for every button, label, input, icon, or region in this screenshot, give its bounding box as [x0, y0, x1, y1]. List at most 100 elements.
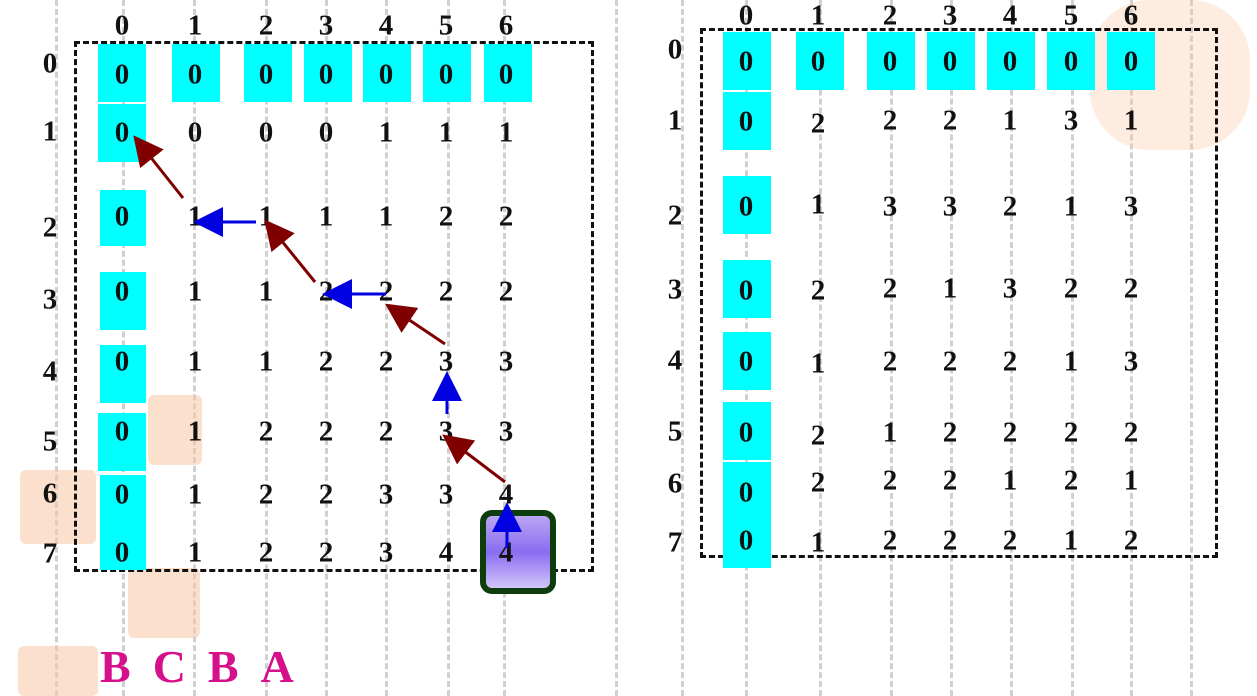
diagonal-arrow: [133, 135, 185, 199]
table-cell: 1: [498, 116, 514, 149]
table-cell: 2: [378, 275, 394, 308]
boundary-cell: [867, 32, 915, 90]
table-cell: 1: [258, 275, 274, 308]
table-cell: 2: [942, 345, 958, 378]
row-header: 7: [42, 537, 58, 570]
table-cell: 0: [882, 45, 898, 78]
table-cell: 0: [1123, 45, 1139, 78]
table-cell: 1: [1063, 524, 1079, 557]
result-letter: C: [152, 641, 186, 692]
column-header: 6: [498, 9, 514, 42]
boundary-cell: [244, 44, 292, 102]
table-cell: 0: [810, 45, 826, 78]
table-cell: 2: [1002, 345, 1018, 378]
row-header: 7: [667, 526, 683, 559]
table-cell: 0: [114, 478, 130, 511]
guide-line: [325, 0, 328, 696]
table-cell: 3: [498, 415, 514, 448]
table-cell: 2: [258, 536, 274, 569]
boundary-cell: [927, 32, 975, 90]
table-cell: 2: [810, 419, 826, 452]
column-header: 5: [438, 9, 454, 42]
table-cell: 2: [1002, 416, 1018, 449]
row-header: 4: [667, 344, 683, 377]
column-header: 1: [810, 0, 826, 32]
diagonal-arrow: [264, 219, 317, 283]
table-cell: 0: [738, 476, 754, 509]
seal-stamp: [128, 568, 200, 638]
table-cell: 3: [1002, 272, 1018, 305]
guide-line: [1130, 0, 1133, 696]
result-letter: B: [207, 641, 239, 692]
guide-line: [819, 0, 822, 696]
table-cell: 2: [318, 345, 334, 378]
table-cell: 2: [810, 274, 826, 307]
table-cell: 3: [1123, 190, 1139, 223]
table-cell: 1: [438, 116, 454, 149]
guide-line: [615, 0, 618, 696]
table-cell: 0: [738, 416, 754, 449]
row-header: 5: [667, 415, 683, 448]
table-cell: 3: [438, 478, 454, 511]
boundary-cell: [987, 32, 1035, 90]
table-cell: 0: [114, 275, 130, 308]
boundary-cell: [172, 44, 220, 102]
row-header: 4: [42, 355, 58, 388]
table-cell: 0: [318, 116, 334, 149]
boundary-cell: [484, 44, 532, 102]
table-cell: 3: [1123, 345, 1139, 378]
right-table-frame: [700, 28, 1218, 558]
seal-stamp: [20, 470, 96, 544]
table-cell: 1: [1002, 464, 1018, 497]
seal-stamp: [148, 395, 202, 465]
guide-line: [55, 0, 58, 696]
table-cell: 2: [942, 524, 958, 557]
table-cell: 2: [1002, 524, 1018, 557]
guide-line: [385, 0, 388, 696]
table-cell: 3: [882, 190, 898, 223]
table-cell: 1: [1063, 190, 1079, 223]
table-cell: 2: [498, 275, 514, 308]
boundary-cell: [723, 32, 771, 90]
table-cell: 1: [378, 116, 394, 149]
boundary-cell: [796, 32, 844, 90]
boundary-cell: [100, 522, 146, 570]
table-cell: 1: [810, 347, 826, 380]
boundary-cell: [723, 176, 771, 234]
table-cell: 0: [738, 45, 754, 78]
column-header: 0: [738, 0, 754, 32]
row-header: 2: [42, 211, 58, 244]
table-cell: 2: [258, 478, 274, 511]
column-header: 0: [114, 9, 130, 42]
table-cell: 2: [810, 107, 826, 140]
table-cell: 2: [1063, 464, 1079, 497]
table-cell: 0: [187, 116, 203, 149]
table-cell: 0: [187, 58, 203, 91]
table-cell: 1: [318, 200, 334, 233]
diagonal-arrow: [385, 303, 446, 346]
boundary-cell: [723, 332, 771, 390]
boundary-cell: [363, 44, 411, 102]
table-cell: 0: [438, 58, 454, 91]
result-letter: A: [260, 641, 294, 692]
row-header: 3: [667, 273, 683, 306]
guide-line: [193, 0, 196, 696]
column-header: 4: [378, 9, 394, 42]
table-cell: 2: [882, 464, 898, 497]
table-cell: 2: [1123, 416, 1139, 449]
table-cell: 1: [378, 200, 394, 233]
table-cell: 3: [438, 345, 454, 378]
boundary-cell: [304, 44, 352, 102]
table-cell: 1: [187, 415, 203, 448]
table-cell: 0: [318, 58, 334, 91]
table-cell: 0: [738, 274, 754, 307]
table-cell: 0: [1002, 45, 1018, 78]
column-header: 6: [1123, 0, 1139, 32]
table-cell: 2: [378, 345, 394, 378]
table-cell: 1: [187, 275, 203, 308]
table-cell: 2: [942, 464, 958, 497]
table-cell: 2: [258, 415, 274, 448]
row-header: 0: [667, 33, 683, 66]
